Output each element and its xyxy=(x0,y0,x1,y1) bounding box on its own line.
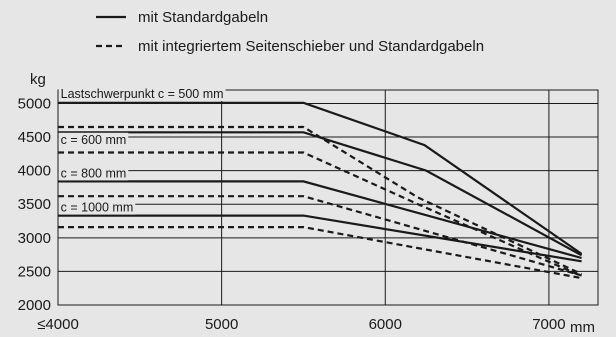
annotation-label: c = 800 mm xyxy=(61,166,127,180)
grid xyxy=(57,89,599,306)
x-tick-label: 5000 xyxy=(205,316,238,333)
dashed-series-line-6 xyxy=(58,151,583,278)
dashed-series-line-8 xyxy=(58,226,582,280)
y-tick-label: 3000 xyxy=(18,230,51,247)
annotation-label: c = 1000 mm xyxy=(61,201,134,215)
legend: mit Standardgabeln mit integriertem Seit… xyxy=(96,9,484,55)
series-lines xyxy=(58,101,583,280)
annotation-background xyxy=(58,200,136,215)
y-tick-label: 2500 xyxy=(18,263,51,280)
annotation-label: Lastschwerpunkt c = 500 mm xyxy=(61,87,224,101)
legend-dashed-label: mit integriertem Seitenschieber und Stan… xyxy=(138,38,484,55)
annotations: Lastschwerpunkt c = 500 mm c = 600 mm c = … xyxy=(58,87,226,215)
x-tick-label: ≤4000 xyxy=(37,316,79,333)
solid-series-line-2 xyxy=(58,131,583,257)
legend-solid-label: mit Standardgabeln xyxy=(138,9,268,26)
annotation-background xyxy=(58,166,129,181)
y-tick-label: 2000 xyxy=(18,297,51,314)
solid-series-line-3 xyxy=(58,180,582,260)
annotation-background xyxy=(58,132,129,147)
plot-frame xyxy=(57,89,599,306)
annotation-background xyxy=(58,87,226,102)
x-axis-unit-label: mm xyxy=(570,319,595,336)
y-axis-unit-label: kg xyxy=(30,71,46,88)
y-tick-label: 3500 xyxy=(18,196,51,213)
annotation-label: c = 600 mm xyxy=(61,133,127,147)
solid-series-line-4 xyxy=(58,214,582,263)
dashed-series-line-7 xyxy=(58,195,582,277)
tick-labels: 2000 2500 3000 3500 4000 4500 5000 ≤4000 5000 600… xyxy=(18,95,566,333)
solid-series-line-1 xyxy=(58,101,583,255)
x-tick-label: 6000 xyxy=(369,316,402,333)
y-tick-label: 4000 xyxy=(18,163,51,180)
y-tick-label: 4500 xyxy=(18,129,51,146)
x-tick-label: 7000 xyxy=(532,316,565,333)
dashed-series-line-5 xyxy=(58,125,583,276)
y-tick-label: 5000 xyxy=(18,95,51,112)
